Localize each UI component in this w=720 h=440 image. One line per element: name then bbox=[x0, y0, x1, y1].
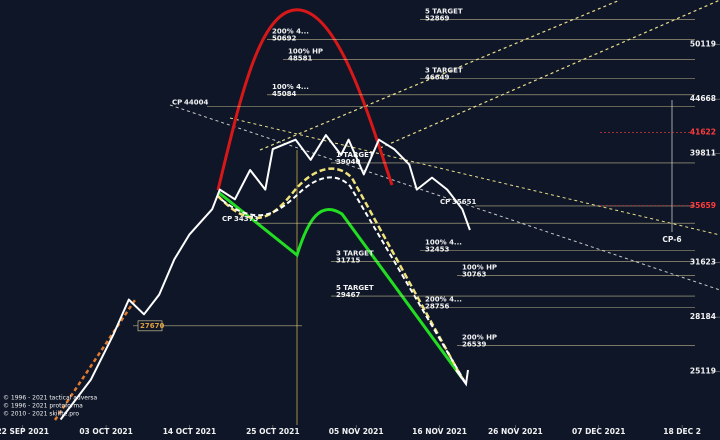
x-tick-label: 07 DEC 2021 bbox=[572, 427, 625, 436]
y-tick-label: 31623 bbox=[690, 258, 716, 267]
copyright: © 2010 - 2021 skilfte.pro bbox=[3, 411, 79, 418]
level-box bbox=[137, 320, 163, 332]
level-value: 27670 bbox=[140, 322, 164, 330]
projection-curve bbox=[217, 190, 464, 379]
x-tick-label: 16 NOV 2021 bbox=[412, 427, 467, 436]
projection-curve bbox=[216, 8, 394, 191]
level-value: 52869 bbox=[425, 14, 449, 22]
x-tick-label: 18 DEC 2 bbox=[663, 427, 701, 436]
level-name: CP bbox=[440, 198, 450, 206]
projections bbox=[53, 0, 720, 425]
level-value: 35651 bbox=[452, 198, 476, 206]
level-value: 31715 bbox=[336, 256, 360, 264]
level-name: 200% HP bbox=[462, 334, 497, 342]
y-tick-label: 44668 bbox=[690, 94, 716, 103]
price-marker-label: 41622 bbox=[690, 128, 716, 137]
level-value: 30763 bbox=[462, 271, 486, 279]
y-tick-label: 28184 bbox=[690, 312, 716, 321]
x-tick-label: 05 NOV 2021 bbox=[329, 427, 384, 436]
trend-line bbox=[259, 0, 621, 151]
level-name: 100% HP bbox=[462, 264, 497, 272]
level-value: 39040 bbox=[336, 158, 360, 166]
level-value: 26539 bbox=[462, 341, 486, 349]
level-value: 45084 bbox=[272, 90, 296, 98]
level-value: 28756 bbox=[425, 303, 449, 311]
level-name: CP bbox=[222, 215, 232, 223]
y-tick-label: 25119 bbox=[690, 367, 716, 376]
copyright: © 1996 - 2021 protoforma bbox=[3, 403, 83, 410]
projection-curve bbox=[221, 176, 466, 383]
price-marker-label: 35659 bbox=[690, 201, 716, 210]
level-name: 200% 4... bbox=[425, 296, 462, 304]
level-name: CP bbox=[172, 98, 182, 106]
x-tick-label: 14 OCT 2021 bbox=[163, 427, 217, 436]
projection-curve bbox=[217, 167, 464, 379]
level-name: 100% HP bbox=[288, 47, 323, 55]
x-tick-label: 03 OCT 2021 bbox=[79, 427, 133, 436]
x-tick-label: 26 NOV 2021 bbox=[488, 427, 543, 436]
level-value: 48581 bbox=[288, 54, 312, 62]
level-name: 5 TARGET bbox=[425, 7, 463, 15]
level-name: 5 TARGET bbox=[336, 284, 374, 292]
x-tick-label: 22 SEP 2021 bbox=[0, 427, 49, 436]
price-line bbox=[59, 134, 471, 421]
trend-line bbox=[53, 299, 137, 421]
axes: 22 SEP 2021 03 OCT 2021 14 OCT 2021 25 OCT … bbox=[0, 40, 720, 436]
level-name: 3 TARGET bbox=[425, 67, 463, 75]
trend-line bbox=[169, 104, 720, 291]
level-value: 29467 bbox=[336, 291, 360, 299]
level-value: 50692 bbox=[272, 34, 296, 42]
level-value: 32453 bbox=[425, 245, 449, 253]
y-tick-label: 39811 bbox=[690, 149, 716, 158]
copyright: © 1996 - 2021 tactical adversa bbox=[3, 395, 98, 402]
arrow-head bbox=[455, 369, 469, 387]
note: CP-6 bbox=[662, 235, 681, 244]
level-name: 100% 4... bbox=[425, 238, 462, 246]
level-name: 200% 4... bbox=[272, 27, 309, 35]
level-value: 34373 bbox=[234, 215, 258, 223]
trend-line bbox=[379, 0, 720, 149]
level-name: 3 TARGET bbox=[336, 249, 374, 257]
y-tick-label: 50119 bbox=[690, 40, 716, 49]
level-name: 100% 4... bbox=[272, 83, 309, 91]
x-tick-label: 25 OCT 2021 bbox=[246, 427, 300, 436]
series bbox=[59, 134, 471, 421]
level-value: 46649 bbox=[425, 74, 449, 82]
level-value: 44004 bbox=[184, 98, 208, 106]
